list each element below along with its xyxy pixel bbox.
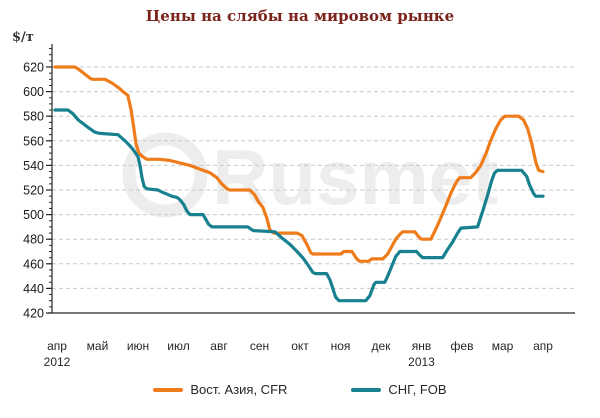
svg-text:440: 440	[23, 282, 44, 296]
svg-text:Rusmet: Rusmet	[212, 133, 498, 221]
legend-label-east-asia: Вост. Азия, CFR	[190, 382, 288, 397]
svg-text:620: 620	[23, 61, 44, 75]
svg-text:ноя: ноя	[331, 339, 351, 353]
legend-label-cis: СНГ, FOB	[388, 382, 447, 397]
legend-line-swatch-cis	[351, 387, 382, 392]
svg-text:апр: апр	[533, 339, 553, 353]
series-line-east-asia	[53, 65, 545, 263]
svg-text:май: май	[87, 339, 109, 353]
svg-text:2012: 2012	[44, 355, 71, 369]
y-ticks-and-labels: 420 440 460 480 500 520 540 560 580 600 620	[23, 48, 52, 321]
y-axis-unit-label: $/т	[12, 30, 34, 45]
svg-text:июл: июл	[167, 339, 189, 353]
legend-line-swatch-east-asia	[153, 387, 184, 392]
svg-text:фев: фев	[451, 339, 474, 353]
svg-text:янв: янв	[412, 339, 432, 353]
chart-title: Цены на слябы на мировом рынке	[145, 7, 455, 25]
svg-text:2013: 2013	[408, 355, 435, 369]
legend-item-cis: СНГ, FOB	[351, 382, 447, 397]
series-line-cis	[53, 108, 545, 303]
svg-text:420: 420	[23, 307, 44, 321]
svg-text:500: 500	[23, 208, 44, 222]
svg-text:460: 460	[23, 257, 44, 271]
svg-text:600: 600	[23, 85, 44, 99]
svg-text:520: 520	[23, 184, 44, 198]
svg-text:июн: июн	[127, 339, 149, 353]
svg-text:480: 480	[23, 233, 44, 247]
svg-text:540: 540	[23, 159, 44, 173]
svg-text:мар: мар	[492, 339, 514, 353]
axes	[48, 44, 575, 314]
legend: Вост. Азия, CFR СНГ, FOB	[0, 382, 600, 397]
svg-text:580: 580	[23, 110, 44, 124]
svg-text:560: 560	[23, 134, 44, 148]
svg-text:дек: дек	[372, 339, 392, 353]
watermark: Rusmet	[122, 132, 498, 221]
x-tick-labels: апр май июн июл авг сен окт ноя дек янв фев мар апр 2…	[44, 339, 554, 369]
svg-text:апр: апр	[47, 339, 67, 353]
svg-text:сен: сен	[250, 339, 269, 353]
svg-text:авг: авг	[210, 339, 228, 353]
svg-text:окт: окт	[291, 339, 309, 353]
legend-item-east-asia: Вост. Азия, CFR	[153, 382, 287, 397]
